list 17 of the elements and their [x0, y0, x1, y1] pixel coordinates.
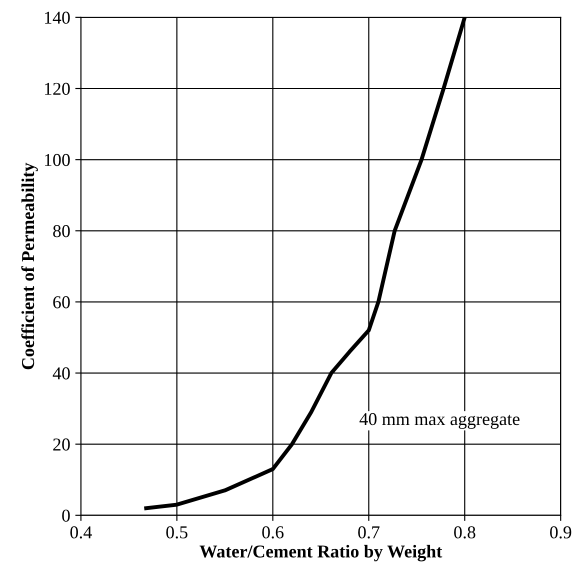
- y-tick-label: 100: [45, 154, 70, 166]
- x-tick-label: 0.7: [358, 526, 380, 539]
- x-tick-label: 0.9: [550, 526, 572, 539]
- y-tick-label: 60: [53, 296, 70, 308]
- y-tick-label: 20: [53, 438, 70, 451]
- x-tick-label: 0.5: [166, 526, 188, 539]
- y-tick-label: 80: [53, 225, 70, 238]
- y-axis-title: Coefficient of Permeability: [21, 162, 38, 370]
- y-tick-label: 40: [52, 367, 70, 380]
- y-tick-label: 140: [45, 12, 70, 24]
- x-tick-label: 0.8: [454, 526, 476, 539]
- y-tick-label: 120: [45, 82, 70, 95]
- x-axis-title: Water/Cement Ratio by Weight: [200, 544, 442, 562]
- annotation: 40 mm max aggregate: [360, 412, 520, 429]
- y-tick-label: 0: [62, 510, 70, 522]
- x-tick-label: 0.6: [262, 526, 284, 539]
- x-tick-label: 0.4: [70, 526, 92, 539]
